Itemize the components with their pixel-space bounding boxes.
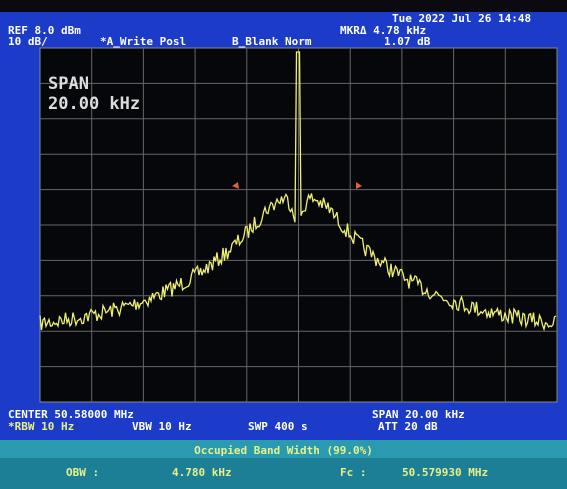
- obw-label: OBW :: [66, 466, 100, 479]
- top-strip: [0, 0, 567, 12]
- trace-a: *A_Write Posl: [100, 35, 187, 48]
- rbw: *RBW 10 Hz: [8, 420, 75, 433]
- fc-label: Fc :: [340, 466, 367, 479]
- span: SPAN 20.00 kHz: [372, 408, 465, 421]
- trace-b: B_Blank Norm: [232, 35, 312, 48]
- measurement-row: [0, 458, 567, 489]
- marker-amp: 1.07 dB: [384, 35, 431, 48]
- trace: [39, 51, 557, 332]
- vbw: VBW 10 Hz: [132, 420, 192, 433]
- span-value: 20.00 kHz: [48, 94, 141, 114]
- obw-value: 4.780 kHz: [172, 466, 232, 479]
- fc-value: 50.579930 MHz: [402, 466, 489, 479]
- attenuation: ATT 20 dB: [378, 420, 438, 433]
- sweep: SWP 400 s: [248, 420, 308, 433]
- center-freq: CENTER 50.58000 MHz: [8, 408, 134, 421]
- scale: 10 dB/: [8, 35, 48, 48]
- datetime: Tue 2022 Jul 26 14:48: [392, 12, 532, 25]
- ref-level: REF 8.0 dBm: [8, 24, 81, 37]
- measurement-title: Occupied Band Width (99.0%): [194, 444, 373, 457]
- marker-freq: MKRΔ 4.78 kHz: [340, 24, 427, 37]
- span-label: SPAN: [48, 74, 89, 94]
